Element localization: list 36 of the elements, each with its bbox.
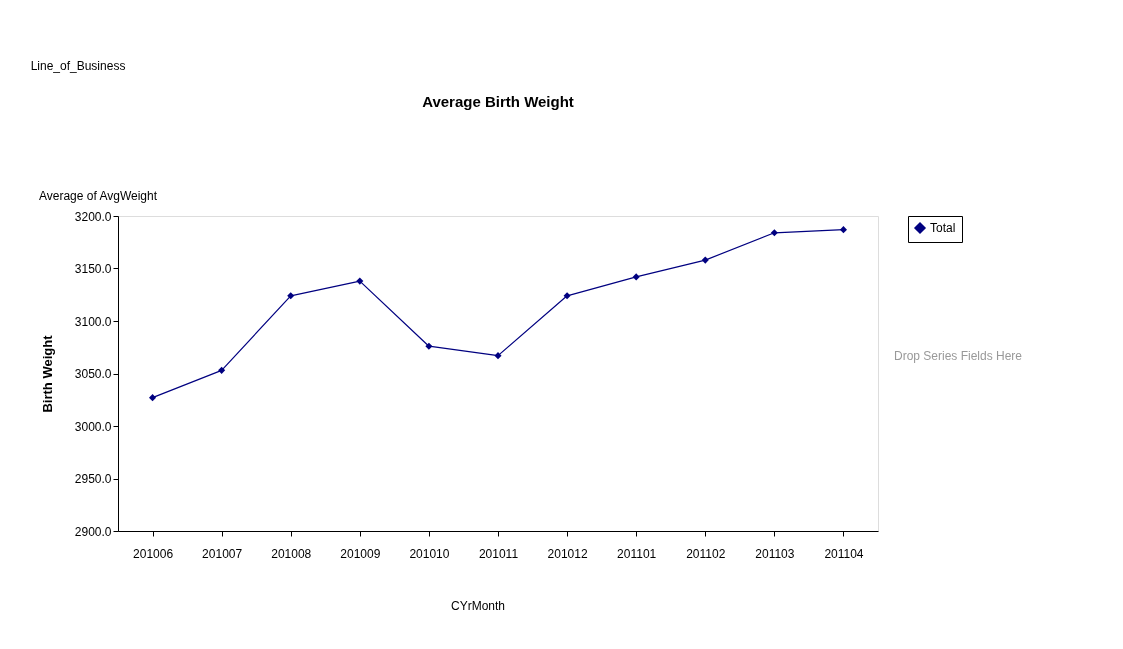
point [494, 352, 502, 360]
point [287, 292, 295, 300]
text: Average of AvgWeight [38, 189, 158, 203]
x-tick-label: 201008 [271, 546, 312, 561]
legend-label: Total [930, 221, 956, 235]
text: CYrMonth [450, 599, 506, 613]
y-tick-label: 3100.0 [74, 314, 112, 329]
x-tick-label: 201104 [824, 546, 864, 561]
text: Drop Series Fields Here [893, 349, 1023, 363]
y-axis-title: Birth Weight [39, 334, 55, 413]
x-tick-label: 201010 [409, 546, 450, 561]
x-tick-label: 201012 [547, 546, 588, 561]
point [425, 342, 433, 350]
point [563, 292, 571, 300]
y-tick-label: 2950.0 [74, 472, 112, 486]
y-tick-label: 3000.0 [74, 419, 112, 434]
x-tick-label: 201102 [686, 546, 726, 561]
y-tick-label: 3150.0 [74, 262, 112, 276]
x-tick-label: 201011 [478, 546, 519, 561]
point [218, 366, 226, 374]
point [356, 277, 364, 285]
y-tick-label: 3200.0 [74, 209, 112, 224]
y-tick-label: 3050.0 [74, 367, 112, 381]
chart-title: Average Birth Weight [422, 93, 574, 110]
point [839, 226, 847, 234]
x-tick-label: 201101 [617, 546, 657, 561]
point [632, 273, 640, 281]
point [770, 229, 778, 237]
x-tick-label: 201009 [340, 546, 381, 561]
point [701, 256, 709, 264]
point [149, 394, 157, 402]
text: Line_of_Business [30, 59, 126, 73]
y-tick-label: 2900.0 [74, 524, 112, 539]
x-tick-label: 201006 [133, 546, 174, 561]
x-tick-label: 201007 [202, 546, 243, 561]
x-tick-label: 201103 [755, 546, 795, 561]
